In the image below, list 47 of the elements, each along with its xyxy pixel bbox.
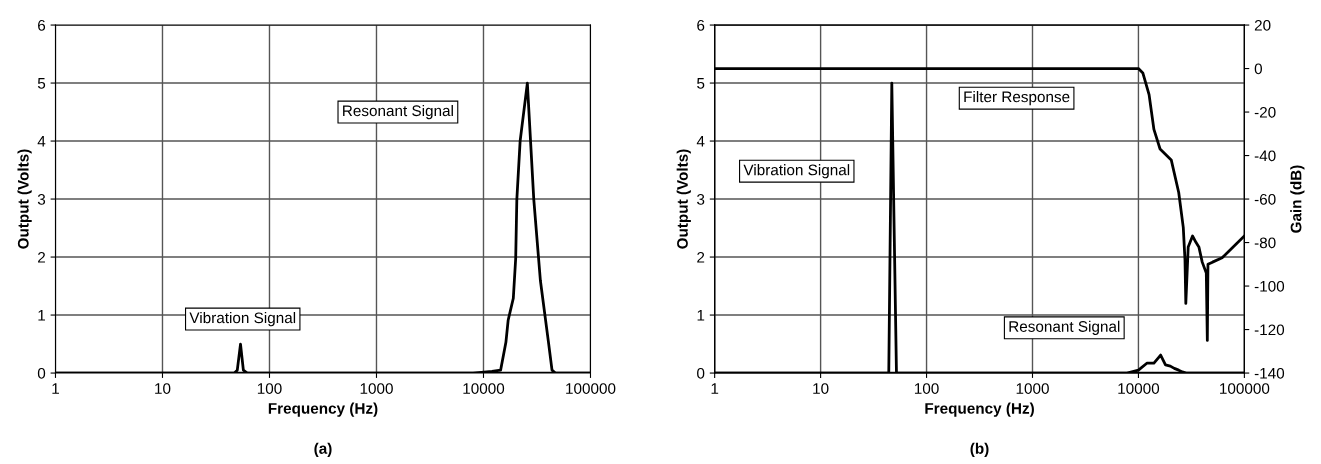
y-tick-label: 6 <box>697 19 705 31</box>
annotation: Vibration Signal <box>743 164 850 179</box>
y2-tick-label: -120 <box>1254 324 1285 336</box>
x-tick-label: 1000 <box>360 383 393 394</box>
y-tick-label: 1 <box>697 310 705 321</box>
y2-tick-label: 0 <box>1254 63 1262 75</box>
y2-tick-label: 20 <box>1254 19 1271 31</box>
y-tick-label: 5 <box>37 78 46 89</box>
y-tick-label: 0 <box>697 367 705 379</box>
x-tick-label: 10000 <box>1118 383 1160 394</box>
x-axis-title: Frequency (Hz) <box>925 402 1034 417</box>
x-tick-label: 1 <box>711 383 719 394</box>
y2-tick-label: -80 <box>1254 237 1276 249</box>
y2-tick-label: -100 <box>1254 280 1285 292</box>
y-tick-label: 6 <box>38 19 46 31</box>
y-tick-label: 0 <box>37 367 46 379</box>
x-tick-label: 100000 <box>566 383 616 394</box>
annotation: Filter Response <box>964 91 1070 106</box>
y-tick-label: 2 <box>38 251 45 263</box>
y-axis-title: Output (Volts) <box>17 149 32 249</box>
y-tick-label: 2 <box>697 251 705 263</box>
y-tick-label: 4 <box>696 136 705 147</box>
annotation: Resonant Signal <box>1009 320 1120 335</box>
annotation: Vibration Signal <box>189 312 296 327</box>
x-tick-label: 100 <box>257 383 282 394</box>
x-tick-label: 1 <box>52 383 59 394</box>
y2-tick-label: -60 <box>1254 193 1276 205</box>
x-tick-label: 10 <box>813 383 829 394</box>
y2-tick-label: -40 <box>1254 150 1276 162</box>
y-tick-label: 3 <box>697 193 705 205</box>
y-tick-label: 5 <box>697 78 705 89</box>
x-tick-label: 10 <box>155 383 171 394</box>
y-tick-label: 4 <box>37 136 46 147</box>
y-tick-label: 3 <box>37 193 46 205</box>
text: (a) <box>314 442 332 457</box>
y-axis-title: Output (Volts) <box>676 149 691 249</box>
x-tick-label: 1000 <box>1016 383 1049 394</box>
y2-tick-label: -140 <box>1254 367 1285 379</box>
y2-tick-label: -20 <box>1254 106 1276 118</box>
x-tick-label: 10000 <box>463 383 505 394</box>
x-axis-title: Frequency (Hz) <box>268 402 378 417</box>
y-tick-label: 1 <box>38 310 46 321</box>
annotation: Resonant Signal <box>343 104 453 120</box>
x-tick-label: 100000 <box>1220 383 1270 394</box>
x-tick-label: 100 <box>914 383 939 394</box>
y2-axis-title: Gain (dB) <box>1290 165 1305 233</box>
text: (b) <box>970 442 989 457</box>
